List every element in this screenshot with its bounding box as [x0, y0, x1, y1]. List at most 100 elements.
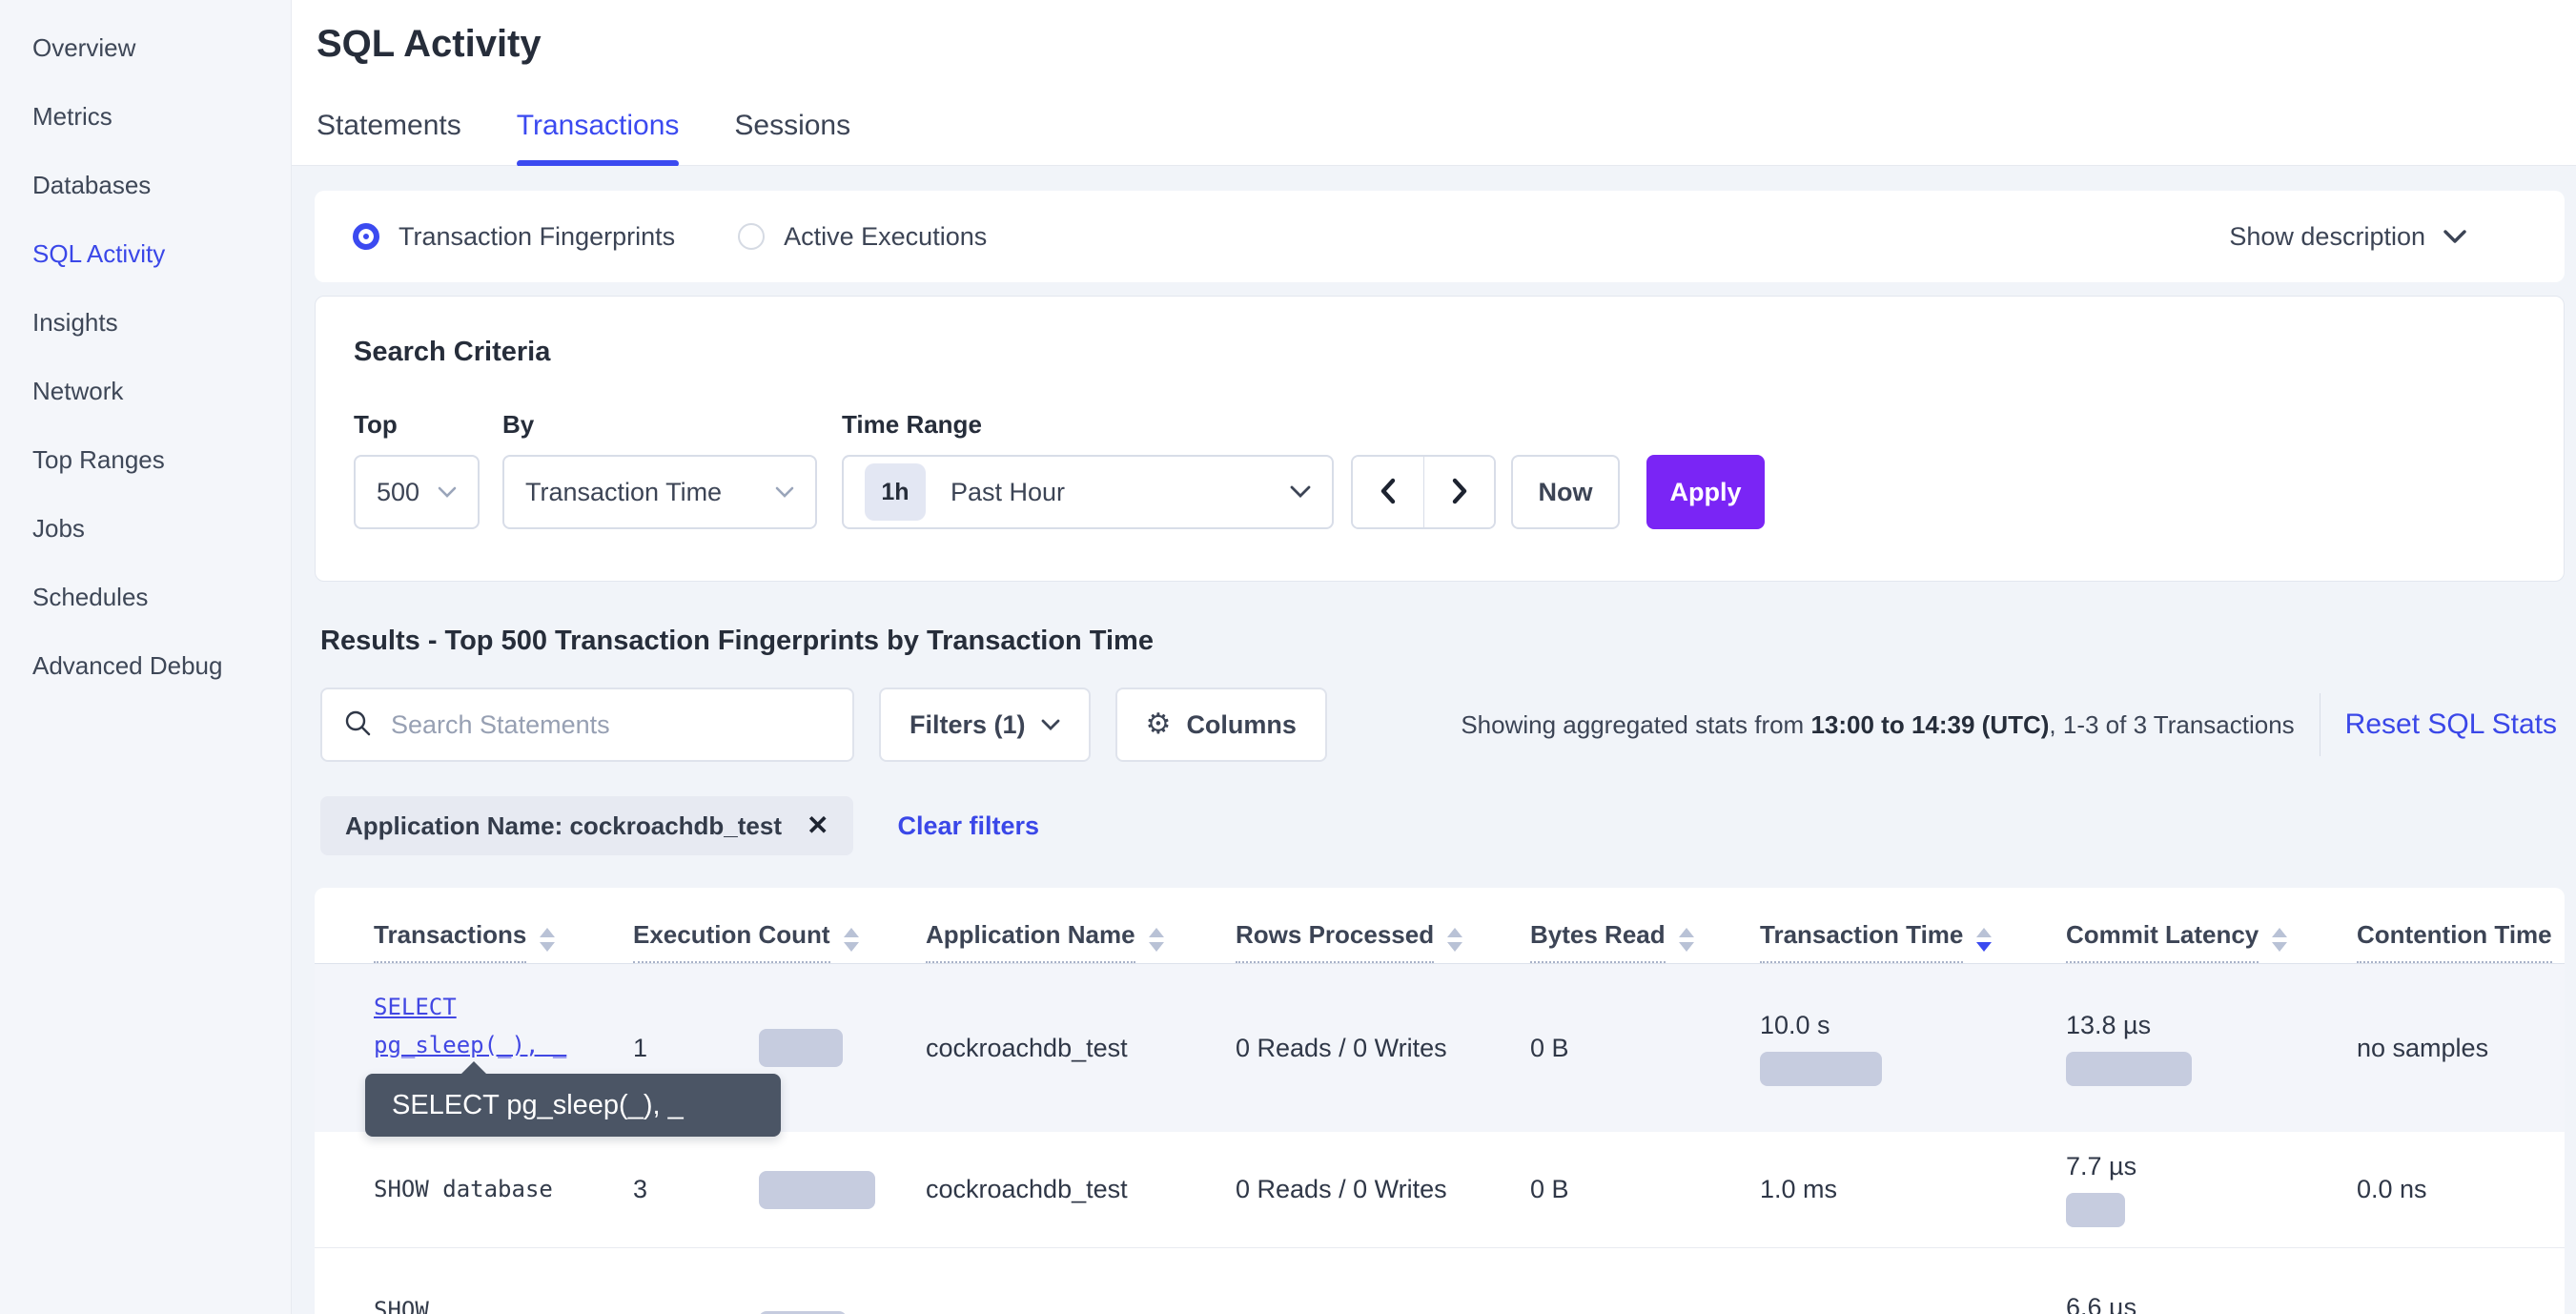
stats-time-range: 13:00 to 14:39 (UTC) [1810, 709, 2050, 739]
tooltip-text: SELECT pg_sleep(_), _ [392, 1089, 684, 1120]
filter-chip-application-name: Application Name: cockroachdb_test ✕ [320, 796, 854, 855]
show-description-toggle[interactable]: Show description [2229, 222, 2467, 252]
execution-count-cell: 1 [633, 1029, 926, 1067]
table-row[interactable]: SHOW application_name 1 cockroachdb_test… [315, 1248, 2565, 1314]
sort-icon[interactable] [1447, 928, 1463, 952]
page-title: SQL Activity [317, 23, 542, 65]
view-radio-group: Transaction Fingerprints Active Executio… [353, 222, 987, 252]
by-select-value: Transaction Time [525, 477, 723, 506]
tab-sessions[interactable]: Sessions [734, 110, 851, 141]
sidebar-item-schedules[interactable]: Schedules [32, 582, 149, 611]
radio-unselected-icon[interactable] [738, 223, 766, 250]
filters-button[interactable]: Filters (1) [879, 688, 1091, 762]
sidebar-item-databases[interactable]: Databases [32, 170, 152, 199]
show-description-label: Show description [2229, 221, 2425, 251]
next-range-button[interactable] [1423, 457, 1494, 527]
contention-time-cell: 0.0 ns [2357, 1175, 2427, 1203]
results-controls: Filters (1) ⚙ Columns Showing aggregated… [315, 688, 2565, 762]
sidebar-item-overview[interactable]: Overview [32, 32, 136, 62]
top-select[interactable]: 500 [354, 455, 480, 529]
sort-desc-icon[interactable] [1976, 928, 1993, 952]
bytes-read-cell: 0 B [1530, 1175, 1569, 1203]
radio-label: Transaction Fingerprints [399, 221, 676, 251]
sidebar-item-top-ranges[interactable]: Top Ranges [32, 444, 165, 474]
top-label: Top [354, 410, 398, 439]
commit-latency-cell: 7.7 µs [2066, 1152, 2357, 1227]
sidebar-item-sql-activity[interactable]: SQL Activity [32, 238, 166, 268]
radio-transaction-fingerprints[interactable]: Transaction Fingerprints [353, 222, 675, 252]
execution-count-bar [759, 1029, 843, 1067]
tab-transactions[interactable]: Transactions [516, 110, 679, 167]
rows-processed-cell: 0 Reads / 0 Writes [1236, 1033, 1447, 1062]
sidebar-item-jobs[interactable]: Jobs [32, 513, 85, 543]
chevron-right-icon [1450, 477, 1469, 508]
sidebar-item-network[interactable]: Network [32, 376, 124, 405]
execution-count-bar [759, 1311, 847, 1314]
column-header-transactions[interactable]: Transactions [374, 920, 633, 963]
execution-count-bar [759, 1170, 875, 1209]
sidebar-item-insights[interactable]: Insights [32, 307, 118, 337]
reset-sql-stats-link[interactable]: Reset SQL Stats [2344, 708, 2557, 740]
sort-icon[interactable] [540, 928, 556, 952]
commit-latency-bar [2066, 1193, 2125, 1227]
aggregated-stats-text: Showing aggregated stats from 13:00 to 1… [1461, 709, 2295, 739]
close-icon[interactable]: ✕ [807, 811, 829, 840]
column-header-application-name[interactable]: Application Name [926, 920, 1236, 963]
sort-icon[interactable] [1148, 928, 1164, 952]
statement-tooltip: SELECT pg_sleep(_), _ [365, 1061, 781, 1137]
view-toggle-card: Transaction Fingerprints Active Executio… [315, 191, 2565, 282]
chevron-left-icon [1379, 477, 1398, 508]
clear-filters-link[interactable]: Clear filters [897, 811, 1040, 840]
tab-statements[interactable]: Statements [317, 110, 461, 141]
transaction-fingerprint-text[interactable]: SHOW application_name [374, 1297, 429, 1314]
column-header-bytes-read[interactable]: Bytes Read [1530, 920, 1760, 963]
chevron-down-icon [1041, 719, 1060, 731]
previous-range-button[interactable] [1353, 457, 1423, 527]
content-area: Transaction Fingerprints Active Executio… [292, 166, 2576, 1314]
sort-icon[interactable] [2272, 928, 2288, 952]
tab-bar: Statements Transactions Sessions [292, 66, 2576, 167]
transaction-fingerprint-text[interactable]: SHOW database [374, 1175, 553, 1202]
now-button[interactable]: Now [1511, 455, 1620, 529]
radio-selected-icon[interactable] [353, 223, 379, 250]
by-select[interactable]: Transaction Time [502, 455, 817, 529]
commit-latency-cell: 6.6 µs [2066, 1292, 2137, 1314]
filters-button-label: Filters (1) [910, 709, 1026, 739]
transactions-table: Transactions Execution Count Application… [315, 888, 2565, 1314]
sidebar: Overview Metrics Databases SQL Activity … [0, 0, 292, 1314]
columns-button[interactable]: ⚙ Columns [1114, 688, 1327, 762]
search-criteria-controls: Top 500 By Transaction Time [354, 410, 2525, 529]
contention-time-cell: no samples [2357, 1033, 2489, 1062]
sidebar-item-advanced-debug[interactable]: Advanced Debug [32, 650, 223, 680]
time-range-badge: 1h [865, 463, 926, 521]
time-range-select[interactable]: 1h Past Hour [842, 455, 1334, 529]
application-name-cell: cockroachdb_test [926, 1033, 1128, 1062]
chevron-down-icon [1290, 485, 1311, 499]
bytes-read-cell: 0 B [1530, 1033, 1569, 1062]
time-range-label: Time Range [842, 410, 982, 439]
search-icon [343, 708, 372, 742]
time-range-field: Time Range 1h Past Hour [842, 410, 1334, 529]
radio-label: Active Executions [784, 221, 988, 251]
column-header-execution-count[interactable]: Execution Count [633, 920, 926, 963]
sidebar-item-metrics[interactable]: Metrics [32, 101, 112, 131]
top-field: Top 500 [354, 410, 502, 529]
commit-latency-cell: 13.8 µs [2066, 1011, 2357, 1086]
column-header-contention-time[interactable]: Contention Time [2357, 920, 2565, 963]
sort-icon[interactable] [843, 928, 859, 952]
transaction-fingerprint-link[interactable]: SELECT pg_sleep(_), _ [374, 994, 567, 1058]
chevron-down-icon [438, 486, 457, 499]
radio-active-executions[interactable]: Active Executions [738, 222, 987, 252]
search-statements-input[interactable] [389, 708, 831, 741]
transaction-time-cell: 10.0 s [1760, 1011, 2066, 1086]
column-header-transaction-time[interactable]: Transaction Time [1760, 920, 2066, 963]
sort-icon[interactable] [1678, 928, 1694, 952]
column-header-commit-latency[interactable]: Commit Latency [2066, 920, 2357, 963]
apply-button[interactable]: Apply [1646, 455, 1765, 529]
page-header: SQL Activity [292, 0, 2576, 66]
time-range-value: Past Hour [951, 477, 1066, 506]
table-row[interactable]: SHOW database 3 cockroachdb_test 0 Reads… [315, 1132, 2565, 1248]
column-header-rows-processed[interactable]: Rows Processed [1236, 920, 1530, 963]
chevron-down-icon [775, 486, 794, 499]
application-name-cell: cockroachdb_test [926, 1175, 1128, 1203]
